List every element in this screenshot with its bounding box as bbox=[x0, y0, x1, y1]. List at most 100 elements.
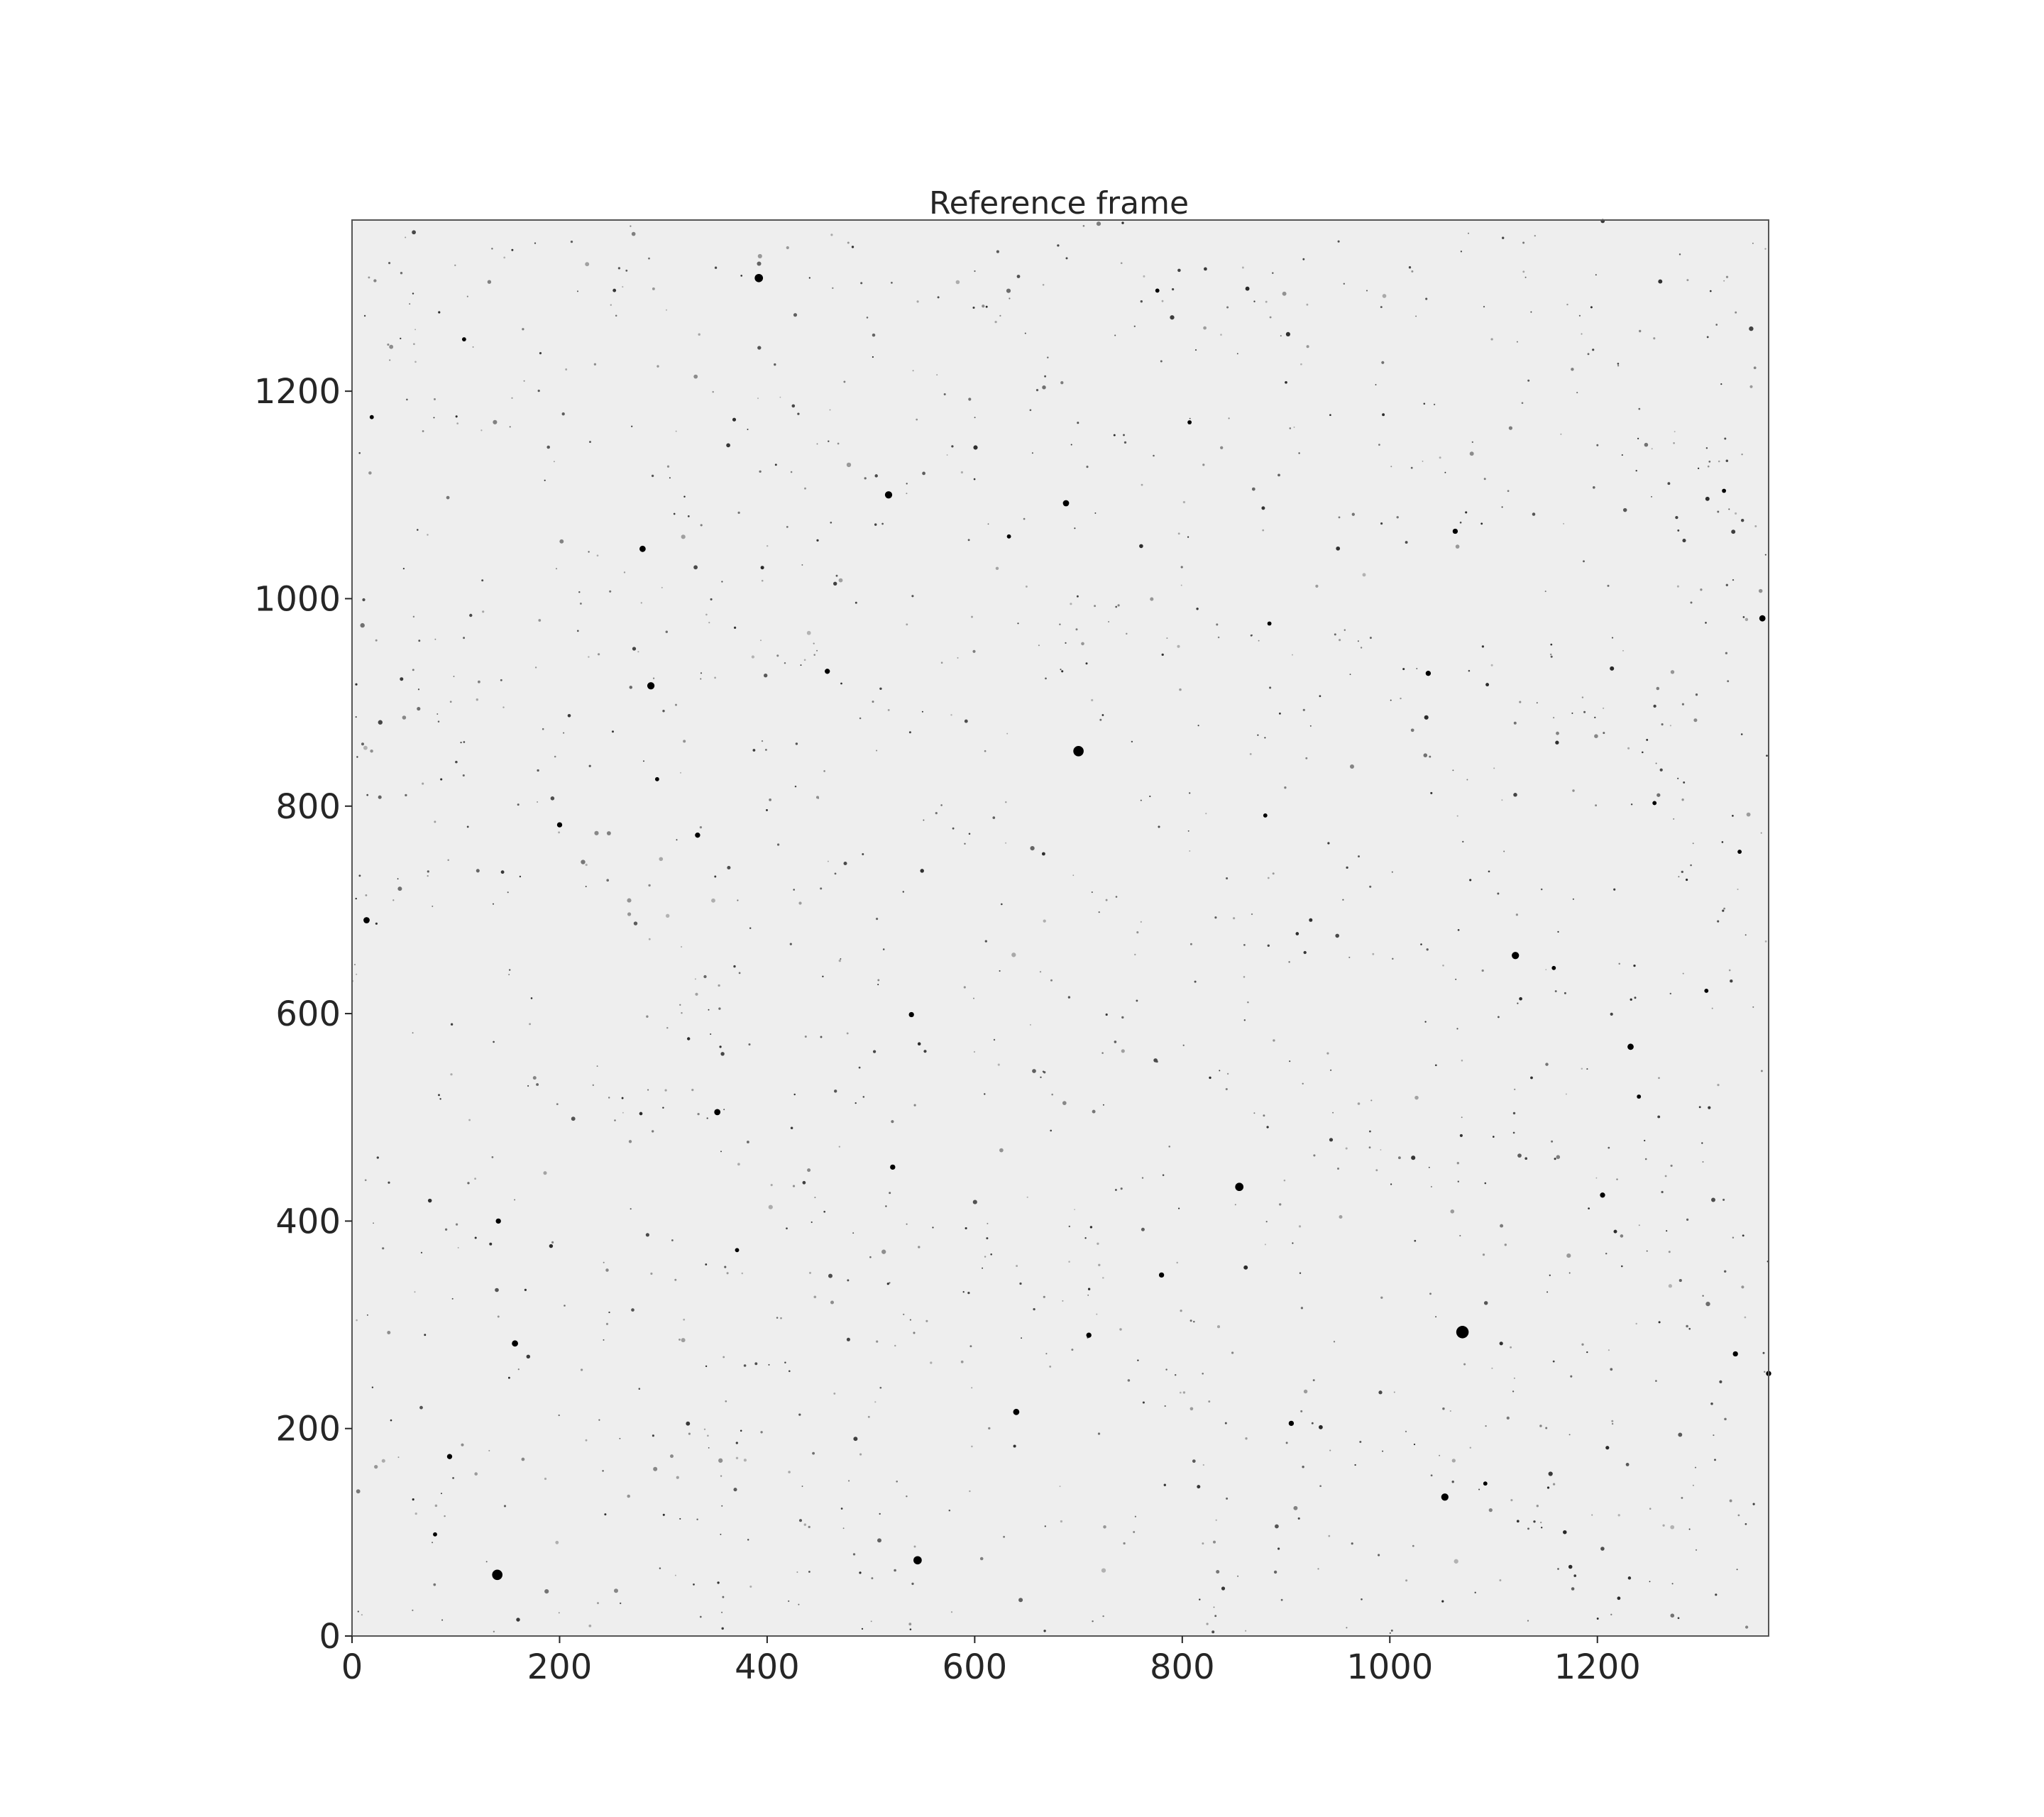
faint-star bbox=[1729, 1499, 1732, 1503]
faint-star bbox=[551, 1241, 554, 1244]
faint-star bbox=[1346, 1627, 1348, 1629]
faint-star bbox=[661, 586, 663, 588]
faint-star bbox=[1219, 1070, 1221, 1072]
faint-star bbox=[969, 1345, 972, 1348]
faint-star bbox=[1655, 762, 1657, 764]
faint-star bbox=[1312, 1379, 1315, 1382]
faint-star bbox=[1678, 253, 1681, 256]
faint-star bbox=[467, 1182, 470, 1185]
faint-star bbox=[420, 1251, 423, 1254]
faint-star bbox=[838, 959, 841, 962]
faint-star bbox=[481, 579, 484, 582]
faint-star bbox=[1359, 1441, 1362, 1443]
faint-star bbox=[397, 878, 399, 880]
faint-star bbox=[1715, 1593, 1718, 1596]
faint-star bbox=[788, 1471, 791, 1473]
faint-star bbox=[612, 288, 617, 292]
faint-star bbox=[853, 1437, 858, 1442]
faint-star bbox=[1213, 1606, 1215, 1608]
faint-star bbox=[894, 1569, 896, 1572]
faint-star bbox=[1009, 297, 1011, 300]
faint-star bbox=[633, 921, 638, 926]
faint-star bbox=[387, 343, 390, 346]
faint-star bbox=[1332, 1111, 1334, 1114]
faint-star bbox=[666, 913, 670, 918]
faint-star bbox=[786, 246, 789, 250]
faint-star bbox=[723, 1109, 725, 1111]
faint-star bbox=[1136, 931, 1139, 934]
faint-star bbox=[1346, 866, 1348, 869]
faint-star bbox=[1685, 878, 1688, 882]
faint-star bbox=[751, 655, 755, 659]
faint-star bbox=[665, 309, 668, 311]
faint-star bbox=[480, 429, 483, 432]
faint-star bbox=[733, 626, 737, 630]
faint-star bbox=[932, 1226, 934, 1229]
faint-star bbox=[852, 1553, 856, 1556]
faint-star bbox=[986, 1237, 989, 1240]
faint-star bbox=[1741, 1285, 1744, 1289]
faint-star bbox=[1694, 1466, 1697, 1469]
faint-star bbox=[1670, 1164, 1673, 1167]
faint-star bbox=[1658, 1321, 1661, 1324]
faint-star bbox=[1380, 1296, 1383, 1299]
faint-star bbox=[1690, 601, 1693, 604]
faint-star bbox=[1573, 1574, 1577, 1577]
faint-star bbox=[1335, 933, 1339, 938]
x-tick-label: 400 bbox=[735, 1647, 800, 1687]
faint-star bbox=[1468, 232, 1469, 234]
faint-star bbox=[1171, 287, 1175, 291]
faint-star bbox=[1208, 1400, 1211, 1403]
faint-star bbox=[1674, 431, 1676, 433]
faint-star bbox=[559, 539, 564, 544]
faint-star bbox=[675, 703, 677, 706]
faint-star bbox=[412, 669, 414, 671]
faint-star bbox=[1706, 336, 1709, 339]
faint-star bbox=[1050, 979, 1053, 982]
faint-star bbox=[796, 1571, 798, 1573]
faint-star bbox=[935, 812, 938, 815]
faint-star bbox=[906, 623, 908, 626]
faint-star bbox=[903, 1313, 905, 1316]
faint-star bbox=[1177, 532, 1180, 535]
faint-star bbox=[1098, 1263, 1101, 1266]
faint-star bbox=[362, 598, 366, 602]
faint-star bbox=[985, 305, 988, 308]
faint-star bbox=[1302, 708, 1305, 711]
faint-star bbox=[714, 266, 718, 269]
faint-star bbox=[544, 1589, 549, 1594]
faint-star bbox=[1708, 461, 1711, 463]
faint-star bbox=[1618, 962, 1620, 965]
faint-star bbox=[1170, 315, 1175, 320]
faint-star bbox=[1380, 306, 1383, 309]
faint-star bbox=[876, 750, 878, 752]
faint-star bbox=[508, 974, 510, 976]
faint-star bbox=[509, 969, 511, 971]
faint-star bbox=[1182, 500, 1186, 504]
faint-star bbox=[1108, 621, 1110, 622]
faint-star bbox=[832, 287, 834, 290]
faint-star bbox=[1306, 303, 1309, 306]
faint-star bbox=[1519, 997, 1522, 1001]
bright-star bbox=[1483, 1481, 1488, 1486]
faint-star bbox=[984, 750, 987, 752]
faint-star bbox=[564, 1305, 566, 1307]
faint-star bbox=[834, 872, 837, 875]
faint-star bbox=[1514, 1088, 1516, 1091]
faint-star bbox=[794, 785, 797, 788]
faint-star bbox=[788, 1370, 791, 1373]
faint-star bbox=[1337, 240, 1340, 243]
faint-star bbox=[1336, 546, 1341, 551]
faint-star bbox=[916, 418, 918, 421]
faint-star bbox=[1101, 1568, 1106, 1573]
faint-star bbox=[1127, 1379, 1131, 1382]
faint-star bbox=[1236, 353, 1238, 355]
faint-star bbox=[1435, 1316, 1437, 1318]
faint-star bbox=[388, 1181, 390, 1184]
faint-star bbox=[1673, 818, 1675, 820]
faint-star bbox=[707, 1434, 709, 1437]
faint-star bbox=[1180, 566, 1183, 569]
faint-star bbox=[1194, 349, 1197, 351]
faint-star bbox=[678, 1338, 681, 1341]
faint-star bbox=[862, 1096, 865, 1098]
